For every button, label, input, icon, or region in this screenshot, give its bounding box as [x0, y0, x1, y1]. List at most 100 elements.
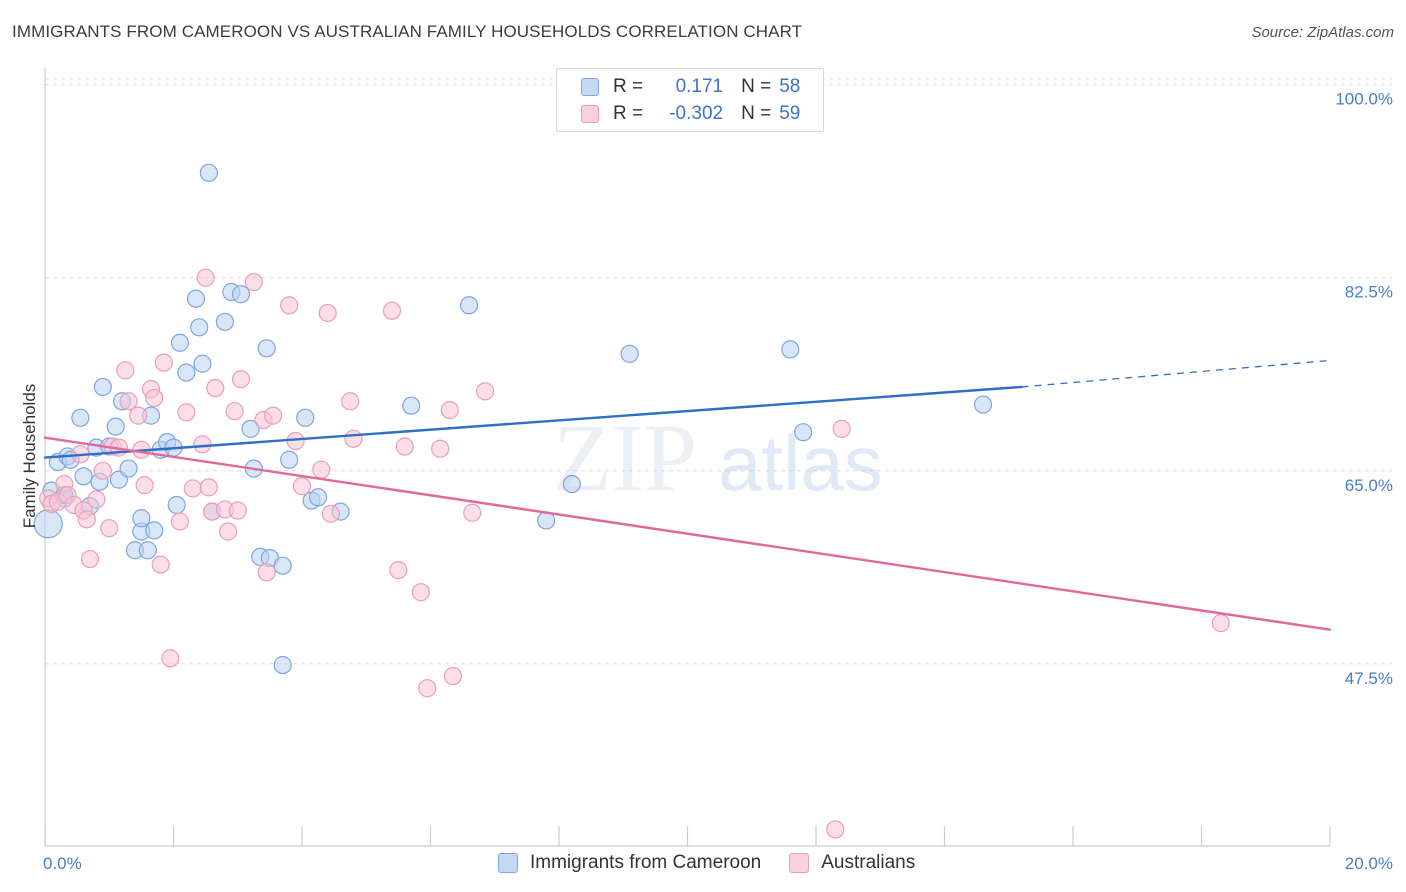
point-cameroon: [71, 408, 90, 427]
legend-r-label: R =: [613, 103, 644, 124]
point-australians: [463, 503, 482, 522]
point-australians: [177, 403, 196, 422]
legend-swatch-pink: [789, 853, 810, 873]
point-australians: [382, 301, 402, 320]
point-cameroon: [402, 396, 421, 415]
point-australians: [80, 549, 100, 569]
legend-n-value: 58: [779, 76, 801, 97]
legend-item-cameroon[interactable]: Immigrants from Cameroon: [498, 852, 761, 874]
x-tick-label-left: 0.0%: [43, 854, 82, 873]
y-tick-label: 47.5%: [1345, 669, 1393, 688]
point-australians: [411, 583, 430, 602]
point-australians: [443, 666, 463, 686]
trend-line-cameroon: [43, 385, 1023, 459]
y-axis-label: Family Households: [20, 384, 39, 529]
legend-item-australians[interactable]: Australians: [789, 852, 915, 874]
legend-r-label: R =: [613, 76, 644, 97]
point-australians: [312, 460, 331, 479]
point-australians: [344, 429, 363, 448]
point-australians: [199, 478, 218, 497]
point-australians: [87, 490, 106, 509]
point-cameroon: [186, 289, 206, 308]
series-legend: Immigrants from Cameroon Australians: [498, 852, 943, 874]
point-australians: [263, 406, 283, 425]
point-cameroon: [199, 163, 218, 182]
point-cameroon: [138, 541, 157, 560]
point-cameroon: [93, 377, 112, 397]
legend-label-cameroon: Immigrants from Cameroon: [530, 852, 762, 873]
point-australians: [196, 268, 215, 287]
point-cameroon: [231, 285, 251, 304]
point-australians: [93, 461, 112, 480]
y-tick-label: 100.0%: [1335, 90, 1393, 109]
trend-lines: [43, 359, 1332, 631]
point-australians: [244, 272, 263, 292]
point-cameroon: [119, 459, 138, 478]
point-australians: [395, 437, 414, 456]
point-australians: [77, 510, 96, 529]
point-cameroon: [106, 417, 125, 436]
point-australians: [183, 479, 202, 498]
point-cameroon: [167, 495, 186, 515]
point-australians: [321, 504, 341, 523]
point-australians: [341, 392, 360, 411]
point-australians: [1211, 613, 1230, 633]
point-australians: [219, 522, 238, 541]
data-points: [33, 163, 1230, 839]
point-cameroon: [257, 339, 276, 358]
point-australians: [206, 378, 225, 398]
point-cameroon: [190, 318, 209, 337]
point-cameroon: [794, 423, 813, 442]
legend-swatch-blue: [498, 853, 518, 873]
point-australians: [280, 296, 299, 315]
legend-n-value: 59: [779, 103, 801, 124]
point-australians: [170, 512, 190, 531]
point-cameroon: [215, 312, 234, 331]
point-australians: [116, 361, 135, 380]
point-australians: [151, 555, 170, 574]
point-australians: [318, 303, 337, 323]
legend-swatch-blue: [581, 78, 599, 96]
point-cameroon: [193, 354, 212, 373]
trend-extension-cameroon: [1021, 359, 1331, 388]
point-cameroon: [145, 521, 164, 540]
point-cameroon: [459, 296, 479, 315]
point-australians: [231, 370, 251, 389]
point-australians: [135, 476, 154, 495]
point-australians: [418, 679, 437, 698]
point-australians: [832, 419, 851, 438]
point-australians: [161, 649, 180, 668]
legend-label-australians: Australians: [821, 852, 916, 873]
legend-row-cameroon: R = 0.171 N = 58: [581, 75, 800, 99]
point-australians: [100, 519, 119, 538]
point-australians: [228, 501, 247, 520]
stats-legend: R = 0.171 N = 58 R = -0.302 N = 59: [556, 68, 824, 132]
legend-row-australians: R = -0.302 N = 59: [581, 102, 800, 126]
point-australians: [119, 392, 138, 411]
point-australians: [225, 402, 244, 421]
watermark: ZIP atlas: [553, 404, 883, 511]
point-australians: [476, 382, 495, 401]
point-australians: [440, 400, 459, 420]
point-australians: [129, 406, 148, 425]
point-australians: [292, 477, 312, 496]
point-cameroon: [781, 340, 800, 359]
legend-r-value: -0.302: [669, 103, 724, 124]
point-cameroon: [132, 509, 151, 528]
point-australians: [431, 439, 450, 458]
source-credit: Source: ZipAtlas.com: [1251, 24, 1394, 41]
point-australians: [389, 561, 408, 580]
watermark-zip: ZIP: [553, 404, 697, 511]
point-australians: [257, 563, 276, 582]
point-cameroon: [296, 408, 315, 427]
point-cameroon: [308, 488, 328, 507]
point-cameroon: [74, 467, 93, 486]
legend-r-value: 0.171: [675, 76, 724, 97]
x-tick-label-right: 20.0%: [1345, 854, 1393, 873]
chart-title: IMMIGRANTS FROM CAMEROON VS AUSTRALIAN F…: [12, 22, 803, 41]
legend-n-label: N =: [741, 103, 772, 124]
legend-n-label: N =: [741, 76, 772, 97]
tick-labels: 100.0% 82.5% 65.0% 47.5% 0.0% 20.0%: [43, 90, 1393, 873]
point-cameroon: [273, 655, 292, 675]
